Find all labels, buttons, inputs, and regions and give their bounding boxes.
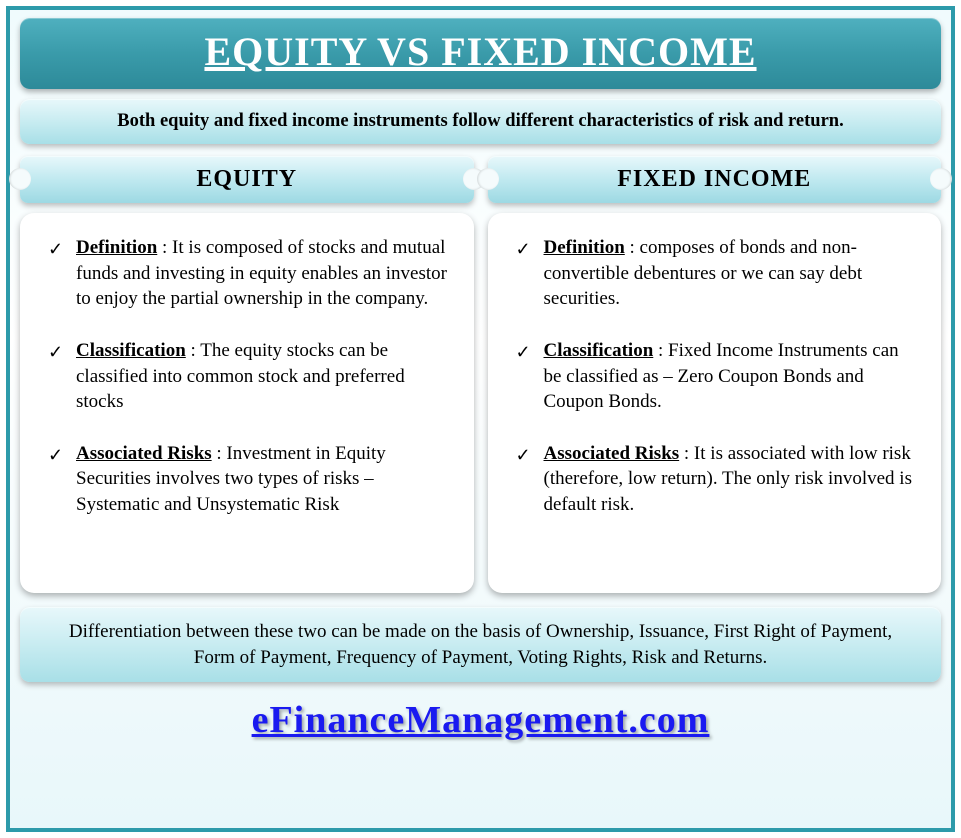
list-item: ✓ Classification : Fixed Income Instrume… <box>516 338 920 415</box>
list-item: ✓ Definition : composes of bonds and non… <box>516 235 920 312</box>
item-label: Classification <box>76 340 186 361</box>
title-bar: EQUITY VS FIXED INCOME <box>20 18 941 89</box>
list-item: ✓ Classification : The equity stocks can… <box>48 338 452 415</box>
comparison-columns: EQUITY ✓ Definition : It is composed of … <box>20 156 941 593</box>
check-icon: ✓ <box>48 235 66 312</box>
item-label: Definition <box>544 237 625 258</box>
item-label: Definition <box>76 237 157 258</box>
fixed-income-card: ✓ Definition : composes of bonds and non… <box>488 213 942 593</box>
equity-column: EQUITY ✓ Definition : It is composed of … <box>20 156 474 593</box>
check-icon: ✓ <box>516 235 534 312</box>
fixed-income-column: FIXED INCOME ✓ Definition : composes of … <box>488 156 942 593</box>
item-body: Definition : It is composed of stocks an… <box>76 235 452 312</box>
list-item: ✓ Associated Risks : It is associated wi… <box>516 441 920 518</box>
check-icon: ✓ <box>516 441 534 518</box>
page-title: EQUITY VS FIXED INCOME <box>204 29 756 74</box>
check-icon: ✓ <box>516 338 534 415</box>
item-body: Classification : The equity stocks can b… <box>76 338 452 415</box>
item-label: Associated Risks <box>544 443 680 464</box>
list-item: ✓ Associated Risks : Investment in Equit… <box>48 441 452 518</box>
infographic-frame: EQUITY VS FIXED INCOME Both equity and f… <box>6 6 955 832</box>
item-body: Associated Risks : Investment in Equity … <box>76 441 452 518</box>
equity-heading: EQUITY <box>20 156 474 203</box>
brand-link[interactable]: eFinanceManagement.com <box>20 698 941 742</box>
footer-text: Differentiation between these two can be… <box>20 607 941 682</box>
list-item: ✓ Definition : It is composed of stocks … <box>48 235 452 312</box>
item-label: Classification <box>544 340 654 361</box>
fixed-income-heading: FIXED INCOME <box>488 156 942 203</box>
check-icon: ✓ <box>48 441 66 518</box>
item-body: Classification : Fixed Income Instrument… <box>544 338 920 415</box>
item-label: Associated Risks <box>76 443 212 464</box>
item-body: Definition : composes of bonds and non-c… <box>544 235 920 312</box>
equity-card: ✓ Definition : It is composed of stocks … <box>20 213 474 593</box>
intro-text: Both equity and fixed income instruments… <box>20 99 941 144</box>
item-body: Associated Risks : It is associated with… <box>544 441 920 518</box>
check-icon: ✓ <box>48 338 66 415</box>
